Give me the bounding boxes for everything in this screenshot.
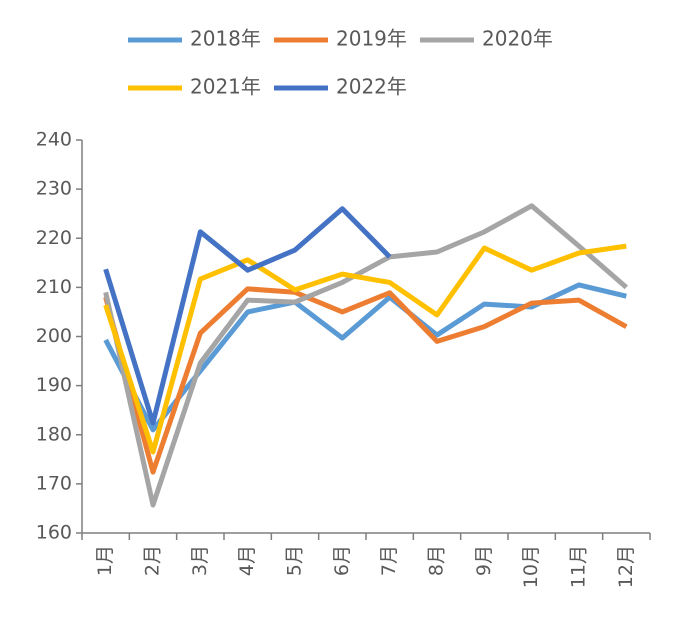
legend-label: 2021年 [190,75,261,99]
x-tick-label: 6月 [331,545,353,576]
y-tick-label: 180 [36,423,72,445]
y-tick-label: 200 [36,325,72,347]
legend-label: 2019年 [336,27,407,51]
x-tick-label: 7月 [378,545,400,576]
y-tick-label: 240 [36,129,72,151]
x-tick-label: 3月 [189,545,211,576]
x-tick-label: 12月 [615,545,637,588]
series-line [103,243,627,455]
y-tick-label: 220 [36,227,72,249]
series-line [103,203,628,508]
x-tick-label: 1月 [94,545,116,576]
y-tick-label: 170 [36,472,72,494]
x-tick-label: 4月 [236,545,258,576]
legend-label: 2022年 [336,75,407,99]
series-line [103,286,628,475]
x-tick-label: 5月 [284,545,306,576]
y-tick-label: 230 [36,178,72,200]
legend-label: 2018年 [190,27,261,51]
series-line [103,206,392,426]
x-tick-label: 9月 [473,545,495,576]
x-tick-label: 8月 [426,545,448,576]
y-tick-label: 210 [36,276,72,298]
x-tick-label: 2月 [142,545,164,576]
x-tick-label: 11月 [568,545,590,588]
y-tick-label: 190 [36,374,72,396]
x-tick-label: 10月 [520,545,542,588]
y-tick-label: 160 [36,522,72,544]
legend-label: 2020年 [482,27,553,51]
